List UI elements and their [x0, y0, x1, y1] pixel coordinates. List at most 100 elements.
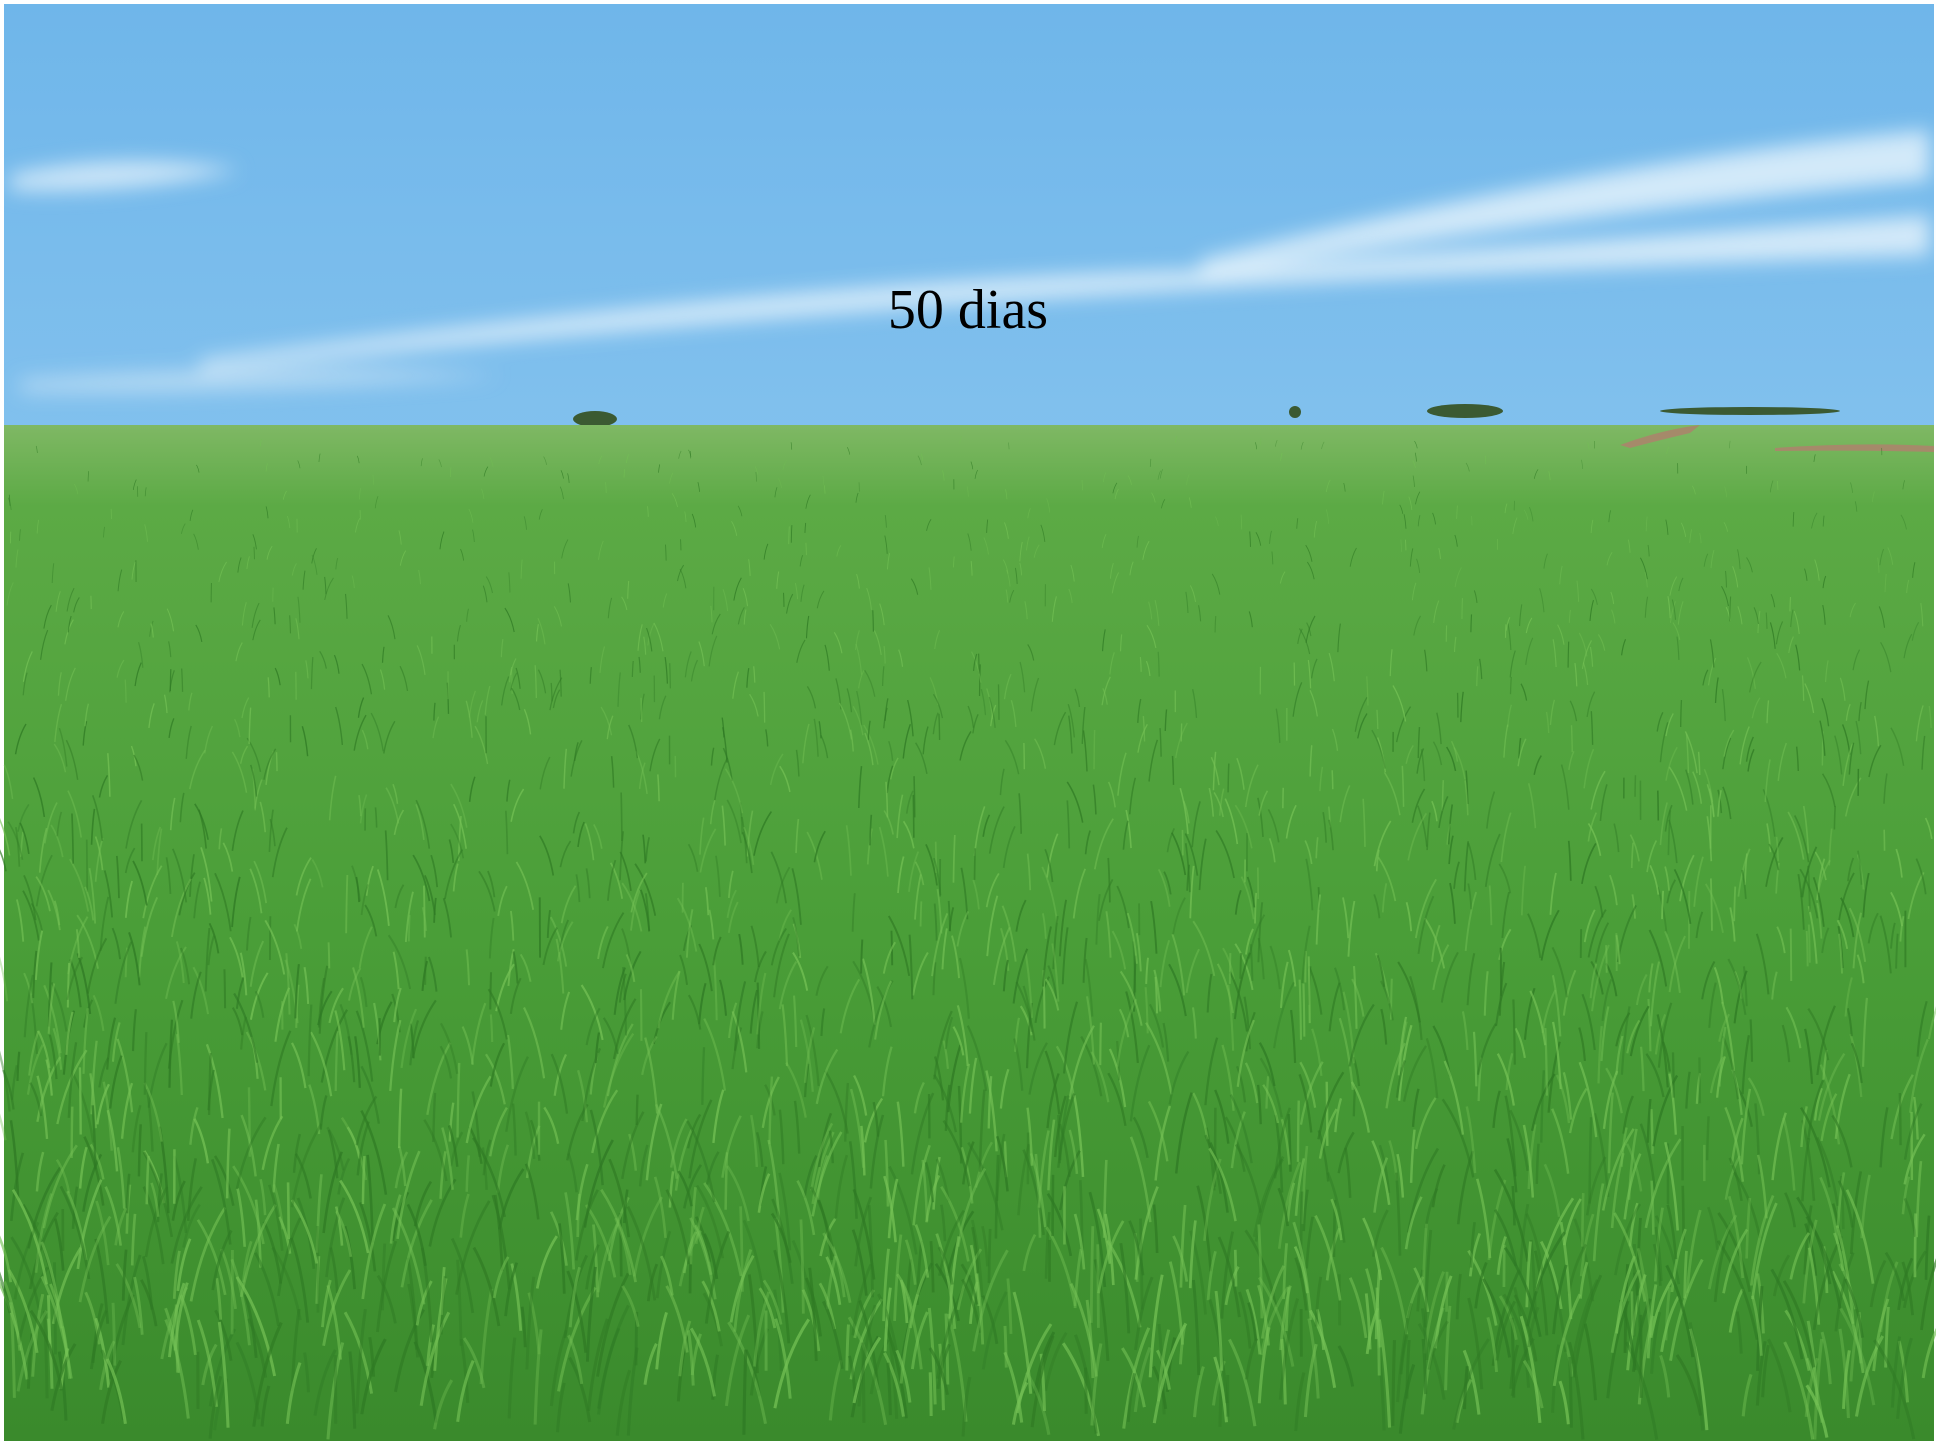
grass-blade [608, 1158, 631, 1238]
grass-blade [510, 788, 525, 822]
grass-blade [484, 685, 491, 715]
grass-blade [446, 682, 450, 714]
grass-blade [195, 624, 203, 643]
grass-blade [1003, 673, 1012, 700]
grass-blade [1107, 1072, 1127, 1127]
grass-blade [45, 1059, 53, 1096]
grass-blade [185, 725, 192, 759]
grass-blade [1455, 1273, 1462, 1320]
grass-blade [387, 615, 396, 640]
grass-blade [1599, 784, 1608, 821]
grass-blade [1228, 953, 1232, 984]
grass-blade [820, 1008, 826, 1036]
grass-blade [268, 809, 274, 853]
grass-blade [638, 1144, 649, 1187]
grass-blade [150, 1182, 160, 1217]
grass-blade [42, 1310, 49, 1399]
grass-blade [89, 1309, 108, 1370]
grass-blade [728, 1002, 738, 1039]
grass-blade [170, 1186, 203, 1264]
grass-blade [743, 826, 755, 865]
grass-blade [1776, 652, 1787, 679]
grass-blade [13, 1221, 40, 1300]
grass-blade [1044, 1331, 1068, 1392]
grass-blade [758, 1287, 777, 1329]
grass-blade [638, 762, 646, 790]
grass-blade [640, 697, 643, 723]
grass-blade [1227, 984, 1235, 1051]
grass-blade [1578, 1027, 1586, 1062]
grass-blade [1699, 533, 1702, 544]
grass-blade [944, 1313, 950, 1385]
grass-blade [292, 1133, 302, 1173]
grass-blade [249, 972, 269, 1020]
grass-blade [1254, 1158, 1284, 1242]
grass-blade [1304, 840, 1313, 865]
grass-blade [1269, 530, 1272, 544]
grass-blade [884, 1325, 908, 1419]
grass-blade [1209, 1142, 1229, 1213]
grass-blade [935, 1158, 950, 1202]
grass-blade [47, 889, 61, 931]
grass-blade [456, 1259, 463, 1346]
grass-blade [240, 1114, 257, 1177]
grass-blade [1597, 634, 1606, 651]
grass-blade [634, 863, 657, 916]
grass-blade [592, 1224, 600, 1298]
grass-blade [421, 907, 428, 932]
grass-blade [488, 1107, 508, 1157]
grass-blade [59, 1185, 91, 1280]
grass-blade [84, 703, 90, 727]
grass-blade [1479, 658, 1483, 680]
grass-blade [1890, 891, 1904, 927]
grass-blade [846, 446, 851, 455]
grass-blade [450, 783, 468, 828]
grass-blade [1654, 1014, 1667, 1055]
grass-blade [539, 756, 551, 790]
grass-blade [70, 1106, 74, 1158]
grass-blade [549, 916, 568, 967]
grass-blade [1244, 764, 1259, 808]
grass-blade [933, 1010, 953, 1080]
grass-blade [1739, 726, 1750, 765]
grass-blade [874, 980, 893, 1040]
grass-blade [1797, 873, 1805, 930]
grass-blade [1134, 1276, 1154, 1351]
grass-blade [498, 1168, 525, 1230]
grass-blade [400, 1008, 418, 1069]
grass-blade [303, 1352, 310, 1393]
grass-blade [1897, 1257, 1914, 1311]
grass-blade [1240, 876, 1255, 920]
grass-blade [1208, 787, 1215, 817]
grass-blade [585, 868, 591, 899]
grass-blade [1727, 958, 1747, 1016]
grass-blade [1374, 1269, 1381, 1340]
grass-blade [1051, 943, 1060, 1002]
grass-blade [922, 726, 929, 755]
grass-blade [627, 580, 630, 599]
grass-blade [1581, 640, 1593, 669]
grass-blade [1666, 446, 1670, 455]
grass-blade [1833, 806, 1836, 830]
grass-blade [1325, 479, 1331, 493]
grass-blade [231, 876, 241, 928]
grass-blade [456, 624, 461, 642]
grass-blade [114, 941, 133, 1004]
grass-blade [1044, 1211, 1051, 1279]
grass-blade [1737, 848, 1751, 897]
grass-blade [399, 665, 409, 692]
grass-blade [465, 1075, 492, 1144]
grass-blade [339, 1179, 370, 1254]
grass-blade [934, 629, 941, 650]
grass-blade [1895, 848, 1903, 878]
grass-blade [523, 1006, 546, 1079]
grass-blade [1559, 565, 1563, 585]
grass-blade [869, 1114, 885, 1189]
grass-blade [412, 854, 431, 902]
grass-blade [1267, 808, 1280, 843]
grass-blade [1753, 607, 1760, 625]
grass-blade [978, 1089, 986, 1172]
grass-blade [416, 645, 426, 676]
grass-blade [795, 818, 800, 854]
grass-blade [897, 856, 905, 894]
